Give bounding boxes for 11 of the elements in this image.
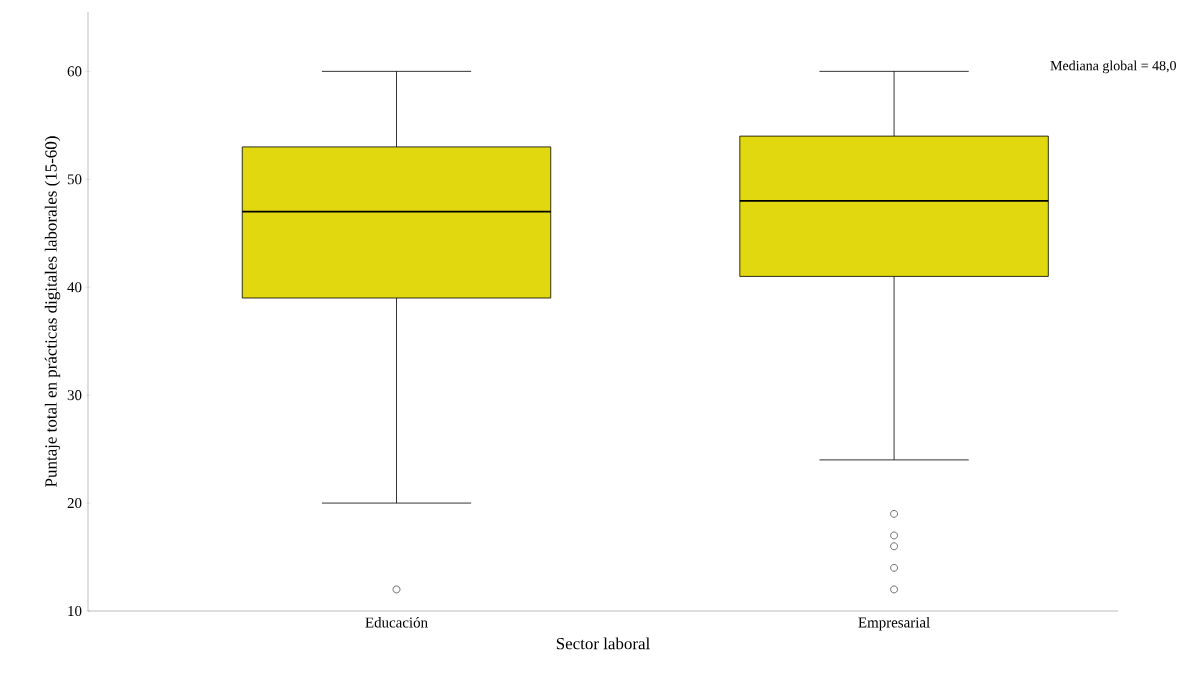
x-tick-label: Educación [365, 617, 428, 628]
x-tick-label: Empresarial [858, 617, 930, 631]
y-tick-label: 60 [67, 66, 82, 77]
y-tick-label: 10 [68, 605, 82, 617]
x-axis-title: Sector laboral [556, 637, 650, 650]
y-axis-title: Puntaje total en prácticas digitales laborales (15-60) [44, 136, 61, 487]
y-tick-label: 20 [67, 498, 82, 509]
y-tick-label: 30 [67, 390, 82, 401]
annotation: Mediana global = 48,0 [1050, 60, 1176, 74]
y-tick-label: 40 [67, 282, 82, 293]
y-tick-label: 50 [67, 174, 82, 185]
